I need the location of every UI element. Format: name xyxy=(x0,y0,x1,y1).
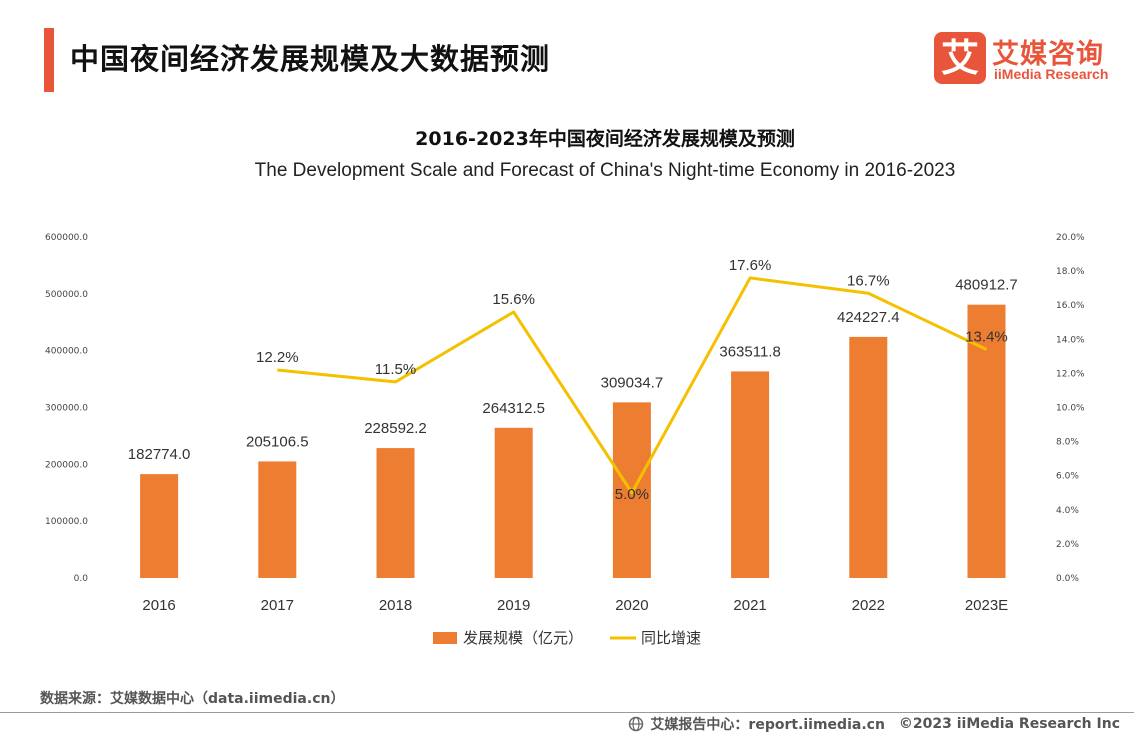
bar-2022 xyxy=(849,336,888,578)
legend-line-label: 同比增速 xyxy=(641,629,701,647)
bar-2017 xyxy=(258,461,297,578)
bar-value-label: 424227.4 xyxy=(837,309,900,326)
bar-2019 xyxy=(494,427,533,578)
bar-value-label: 182774.0 xyxy=(128,446,191,463)
logo-mark: 艾 xyxy=(934,32,986,84)
y2-axis-tick-label: 18.0% xyxy=(1056,267,1085,277)
footer-divider xyxy=(0,712,1134,713)
y2-axis-tick-label: 0.0% xyxy=(1056,574,1079,584)
line-value-label: 12.2% xyxy=(256,349,299,366)
bar-value-label: 264312.5 xyxy=(482,400,545,417)
logo-chinese-name: 艾媒咨询 xyxy=(992,39,1104,70)
y2-axis-tick-label: 16.0% xyxy=(1056,301,1085,311)
y-axis-tick-label: 500000.0 xyxy=(45,290,88,300)
y2-axis-tick-label: 10.0% xyxy=(1056,404,1085,414)
x-axis-tick-label: 2016 xyxy=(142,597,175,614)
line-value-label: 17.6% xyxy=(729,257,772,274)
x-axis-tick-label: 2020 xyxy=(615,597,648,614)
line-value-label: 15.6% xyxy=(492,291,535,308)
line-value-label: 13.4% xyxy=(965,329,1008,346)
data-source: 数据来源：艾媒数据中心（data.iimedia.cn） xyxy=(40,691,345,707)
y2-axis-tick-label: 14.0% xyxy=(1056,335,1085,345)
y-axis-tick-label: 0.0 xyxy=(74,574,89,584)
growth-rate-line xyxy=(277,276,988,495)
y-axis-tick-label: 200000.0 xyxy=(45,460,88,470)
chart-subtitle: The Development Scale and Forecast of Ch… xyxy=(254,160,956,181)
bar-value-label: 309034.7 xyxy=(601,374,664,391)
x-axis-tick-label: 2017 xyxy=(261,597,294,614)
y-axis-tick-label: 400000.0 xyxy=(45,347,88,357)
legend-bar-label: 发展规模（亿元） xyxy=(463,629,583,647)
x-axis-tick-label: 2022 xyxy=(852,597,885,614)
globe-icon xyxy=(629,716,644,732)
chart-title: 2016-2023年中国夜间经济发展规模及预测 xyxy=(415,128,795,150)
page-title: 中国夜间经济发展规模及大数据预测 xyxy=(70,42,551,76)
y2-axis-tick-label: 8.0% xyxy=(1056,438,1079,448)
y2-axis-tick-label: 6.0% xyxy=(1056,472,1079,482)
x-axis-tick-label: 2021 xyxy=(733,597,766,614)
bar-value-label: 228592.2 xyxy=(364,420,427,437)
bar-2021 xyxy=(731,371,770,578)
footer-credits: 艾媒报告中心：report.iimedia.cn ©2023 iiMedia R… xyxy=(628,714,1120,734)
report-center-link[interactable]: 艾媒报告中心：report.iimedia.cn xyxy=(650,717,885,733)
x-axis-tick-label: 2023E xyxy=(965,597,1008,614)
y2-axis-tick-label: 20.0% xyxy=(1056,233,1085,243)
bar-value-label: 205106.5 xyxy=(246,433,309,450)
bar-2018 xyxy=(376,448,415,578)
line-value-label: 16.7% xyxy=(847,272,890,289)
y2-axis-tick-label: 12.0% xyxy=(1056,369,1085,379)
y2-axis-tick-label: 2.0% xyxy=(1056,540,1079,550)
y-axis-tick-label: 100000.0 xyxy=(45,517,88,527)
title-accent-bar xyxy=(44,28,54,92)
logo-english-name: iiMedia Research xyxy=(994,66,1109,82)
y2-axis-tick-label: 4.0% xyxy=(1056,506,1079,516)
line-value-label: 11.5% xyxy=(375,361,416,378)
y-axis-tick-label: 600000.0 xyxy=(45,233,88,243)
iimedia-logo: 艾 艾媒咨询 iiMedia Research xyxy=(934,32,1124,86)
y-axis-tick-label: 300000.0 xyxy=(45,404,88,414)
bar-value-label: 363511.8 xyxy=(719,343,780,360)
copyright-text: ©2023 iiMedia Research Inc xyxy=(898,716,1120,732)
bar-2016 xyxy=(140,474,179,578)
line-value-label: 5.0% xyxy=(615,486,649,503)
bar-2023E xyxy=(967,304,1006,578)
bar-value-label: 480912.7 xyxy=(955,277,1018,294)
x-axis-tick-label: 2018 xyxy=(379,597,412,614)
legend-bar-swatch xyxy=(433,632,457,644)
x-axis-tick-label: 2019 xyxy=(497,597,530,614)
